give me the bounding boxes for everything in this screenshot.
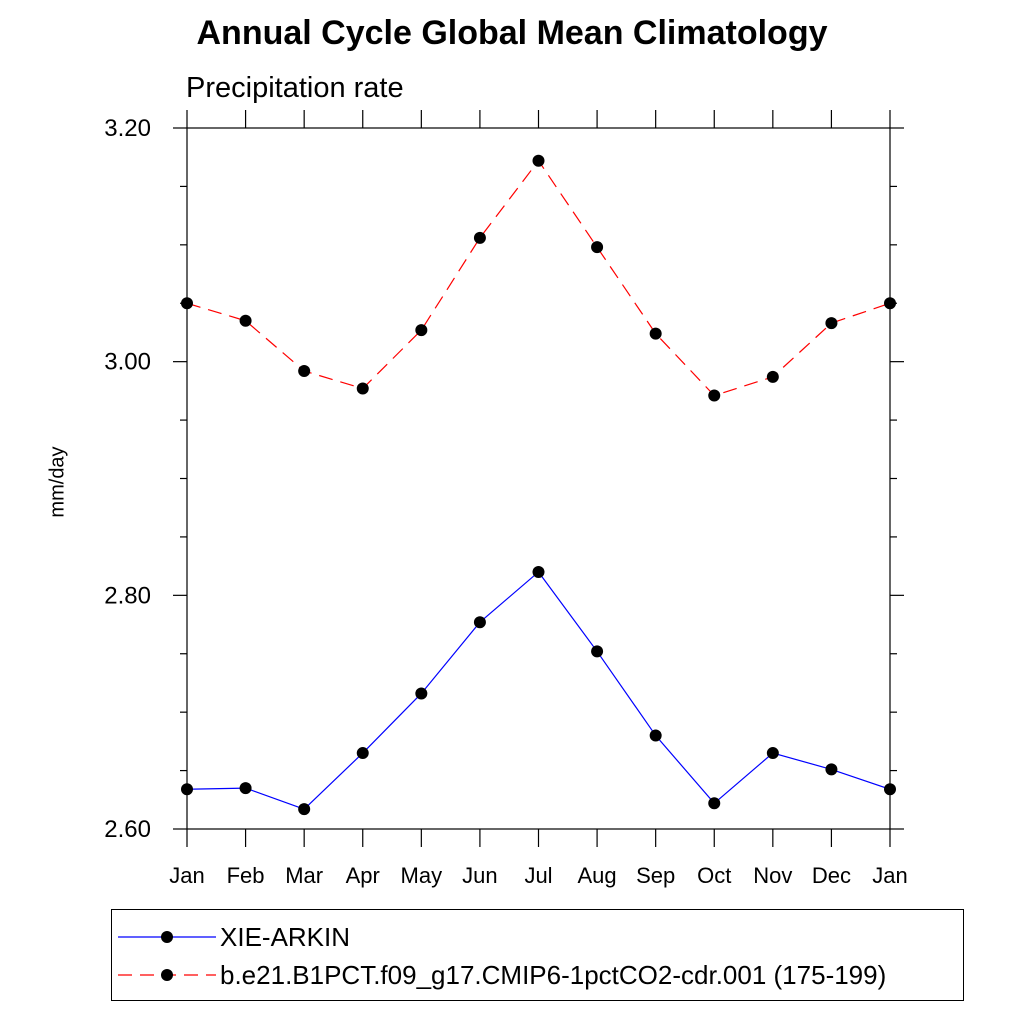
data-point	[298, 365, 311, 378]
data-point	[415, 687, 428, 700]
data-point	[591, 241, 604, 254]
x-tick-label: Oct	[697, 863, 731, 888]
data-point	[708, 389, 721, 402]
data-point	[356, 382, 369, 395]
data-point	[884, 297, 896, 310]
x-tick-label: May	[401, 863, 443, 888]
data-point	[649, 729, 662, 742]
legend-label: XIE-ARKIN	[220, 922, 351, 952]
plot-frame	[186, 127, 891, 830]
legend: XIE-ARKIN b.e21.B1PCT.f09_g17.CMIP6-1pct…	[111, 909, 964, 1001]
data-point	[766, 747, 779, 760]
chart-subtitle: Precipitation rate	[186, 72, 404, 104]
data-point	[356, 747, 369, 760]
data-point	[473, 616, 486, 629]
y-tick-label: 3.20	[104, 115, 151, 142]
data-point	[825, 317, 838, 330]
data-point	[532, 154, 545, 167]
x-tick-label: Jul	[524, 863, 552, 888]
legend-swatch-dashed	[118, 969, 216, 981]
data-point	[181, 297, 193, 310]
legend-entry-xie-arkin: XIE-ARKIN	[112, 918, 963, 954]
x-tick-label: Jan	[169, 863, 204, 888]
x-tick-label: Nov	[753, 863, 792, 888]
data-point	[239, 314, 252, 327]
data-point	[473, 231, 486, 244]
data-point	[415, 324, 428, 337]
legend-entry-model: b.e21.B1PCT.f09_g17.CMIP6-1pctCO2-cdr.00…	[112, 956, 963, 992]
data-point	[825, 763, 838, 776]
data-point	[532, 565, 545, 578]
data-point	[239, 782, 252, 795]
x-tick-label: Feb	[227, 863, 265, 888]
data-point	[591, 645, 604, 658]
x-tick-label: Jan	[872, 863, 907, 888]
data-point	[298, 803, 311, 816]
legend-swatch-solid	[118, 931, 216, 943]
legend-label: b.e21.B1PCT.f09_g17.CMIP6-1pctCO2-cdr.00…	[220, 960, 887, 990]
x-tick-label: Sep	[636, 863, 675, 888]
series-line-0	[186, 571, 891, 810]
data-point	[766, 370, 779, 383]
y-tick-label: 2.80	[104, 582, 151, 609]
x-tick-label: Apr	[346, 863, 380, 888]
x-tick-label: Dec	[812, 863, 851, 888]
data-point	[181, 783, 193, 796]
series-line-1	[186, 159, 891, 397]
x-tick-label: Mar	[285, 863, 323, 888]
y-axis-label: mm/day	[46, 446, 69, 518]
y-tick-label: 3.00	[104, 349, 151, 376]
data-point	[884, 783, 896, 796]
chart-title: Annual Cycle Global Mean Climatology	[196, 14, 828, 52]
data-point	[708, 797, 721, 810]
x-tick-label: Aug	[578, 863, 617, 888]
y-tick-label: 2.60	[104, 816, 151, 843]
x-tick-label: Jun	[462, 863, 497, 888]
data-point	[649, 327, 662, 340]
